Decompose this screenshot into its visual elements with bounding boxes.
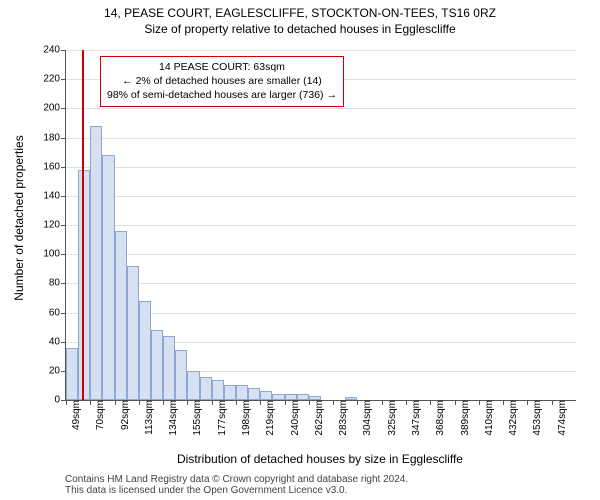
- histogram-bar: [139, 301, 151, 400]
- gridline: [66, 138, 576, 139]
- ytick-label: 220: [43, 74, 66, 85]
- marker-line: [82, 50, 84, 400]
- ytick-label: 40: [49, 336, 66, 347]
- xtick-label: 49sqm: [69, 400, 82, 430]
- ytick-label: 240: [43, 45, 66, 56]
- xtick-label: 410sqm: [482, 400, 495, 436]
- ytick-label: 100: [43, 249, 66, 260]
- ytick-label: 140: [43, 190, 66, 201]
- footer-line2: This data is licensed under the Open Gov…: [65, 485, 575, 496]
- xtick-label: 134sqm: [166, 400, 179, 436]
- xtick-label: 92sqm: [118, 400, 131, 430]
- histogram-bar: [127, 266, 139, 400]
- gridline: [66, 50, 576, 51]
- histogram-bar: [66, 348, 78, 401]
- xtick-label: 304sqm: [360, 400, 373, 436]
- gridline: [66, 167, 576, 168]
- xtick-mark: [90, 400, 91, 405]
- gridline: [66, 108, 576, 109]
- xtick-label: 198sqm: [239, 400, 252, 436]
- xtick-label: 155sqm: [190, 400, 203, 436]
- footer-line1: Contains HM Land Registry data © Crown c…: [65, 474, 575, 485]
- xtick-label: 177sqm: [215, 400, 228, 436]
- histogram-bar: [224, 385, 236, 400]
- gridline: [66, 196, 576, 197]
- xtick-label: 389sqm: [458, 400, 471, 436]
- gridline: [66, 225, 576, 226]
- xtick-mark: [285, 400, 286, 405]
- xtick-mark: [503, 400, 504, 405]
- ytick-label: 120: [43, 220, 66, 231]
- xtick-mark: [382, 400, 383, 405]
- ytick-label: 80: [49, 278, 66, 289]
- xtick-label: 368sqm: [433, 400, 446, 436]
- xtick-label: 113sqm: [142, 400, 155, 435]
- xtick-label: 219sqm: [263, 400, 276, 436]
- xtick-mark: [163, 400, 164, 405]
- title-chart: Size of property relative to detached ho…: [0, 20, 600, 36]
- y-axis-label: Number of detached properties: [12, 53, 26, 218]
- footer: Contains HM Land Registry data © Crown c…: [65, 474, 575, 496]
- xtick-mark: [187, 400, 188, 405]
- chart-container: 14, PEASE COURT, EAGLESCLIFFE, STOCKTON-…: [0, 0, 600, 500]
- histogram-bar: [187, 371, 199, 400]
- histogram-bar: [102, 155, 114, 400]
- xtick-mark: [139, 400, 140, 405]
- histogram-bar: [248, 388, 260, 400]
- ytick-label: 20: [49, 365, 66, 376]
- histogram-bar: [260, 391, 272, 400]
- annotation-line: 14 PEASE COURT: 63sqm: [107, 60, 337, 74]
- xtick-mark: [115, 400, 116, 405]
- annotation-box: 14 PEASE COURT: 63sqm← 2% of detached ho…: [100, 56, 344, 107]
- xtick-label: 347sqm: [409, 400, 422, 436]
- xtick-mark: [430, 400, 431, 405]
- histogram-bar: [200, 377, 212, 400]
- ytick-label: 200: [43, 103, 66, 114]
- annotation-line: 98% of semi-detached houses are larger (…: [107, 88, 337, 102]
- histogram-bar: [151, 330, 163, 400]
- xtick-mark: [333, 400, 334, 405]
- xtick-mark: [212, 400, 213, 405]
- title-address: 14, PEASE COURT, EAGLESCLIFFE, STOCKTON-…: [0, 0, 600, 20]
- xtick-label: 325sqm: [385, 400, 398, 436]
- gridline: [66, 283, 576, 284]
- histogram-bar: [236, 385, 248, 400]
- histogram-bar: [212, 380, 224, 400]
- xtick-mark: [406, 400, 407, 405]
- xtick-mark: [479, 400, 480, 405]
- xtick-mark: [236, 400, 237, 405]
- xtick-label: 70sqm: [93, 400, 106, 430]
- ytick-label: 0: [54, 395, 66, 406]
- ytick-label: 60: [49, 307, 66, 318]
- xtick-mark: [552, 400, 553, 405]
- xtick-mark: [309, 400, 310, 405]
- xtick-label: 283sqm: [336, 400, 349, 436]
- gridline: [66, 254, 576, 255]
- xtick-label: 240sqm: [288, 400, 301, 436]
- xtick-label: 432sqm: [506, 400, 519, 436]
- x-axis-label: Distribution of detached houses by size …: [65, 452, 575, 466]
- xtick-mark: [527, 400, 528, 405]
- histogram-bar: [90, 126, 102, 400]
- xtick-label: 262sqm: [312, 400, 325, 436]
- xtick-label: 474sqm: [555, 400, 568, 436]
- ytick-label: 160: [43, 161, 66, 172]
- xtick-mark: [357, 400, 358, 405]
- xtick-label: 453sqm: [530, 400, 543, 436]
- xtick-mark: [455, 400, 456, 405]
- ytick-label: 180: [43, 132, 66, 143]
- xtick-mark: [260, 400, 261, 405]
- annotation-line: ← 2% of detached houses are smaller (14): [107, 74, 337, 88]
- histogram-bar: [163, 336, 175, 400]
- histogram-bar: [115, 231, 127, 400]
- xtick-mark: [66, 400, 67, 405]
- histogram-bar: [175, 350, 187, 400]
